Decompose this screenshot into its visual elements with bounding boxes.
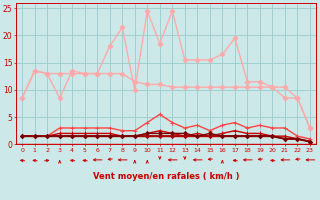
- X-axis label: Vent moyen/en rafales ( km/h ): Vent moyen/en rafales ( km/h ): [93, 172, 239, 181]
